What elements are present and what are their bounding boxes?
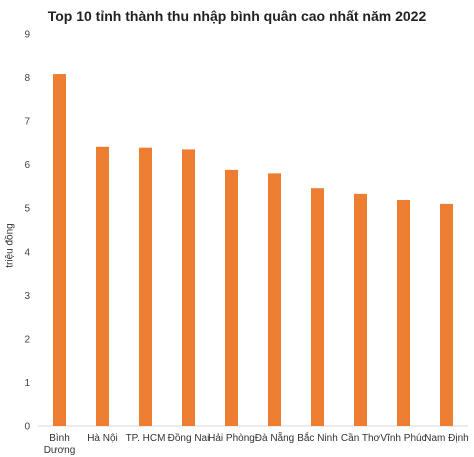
x-category-label: Hải Phòng	[208, 433, 255, 444]
x-category-label: Đà Nẵng	[255, 431, 294, 444]
bar	[268, 173, 281, 426]
bar	[53, 74, 66, 427]
chart-title: Top 10 tỉnh thành thu nhập bình quân cao…	[47, 8, 427, 24]
x-category-label: Bình	[49, 433, 70, 444]
x-category-label: Hà Nội	[87, 433, 118, 444]
bar	[225, 169, 238, 427]
bar	[182, 149, 195, 426]
bar	[397, 199, 410, 426]
x-category-label: Vĩnh Phúc	[380, 433, 426, 444]
y-tick-label: 6	[24, 160, 30, 171]
x-category-label: Đồng Nai	[168, 432, 210, 444]
bar	[311, 188, 324, 426]
bars	[53, 74, 453, 427]
y-tick-label: 0	[24, 422, 30, 433]
y-tick-label: 2	[24, 334, 30, 345]
x-category-label: Dương	[44, 445, 76, 456]
bar	[354, 193, 367, 426]
y-tick-label: 7	[24, 117, 30, 128]
y-tick-label: 9	[24, 30, 30, 41]
y-tick-label: 1	[24, 378, 30, 389]
y-tick-label: 3	[24, 291, 30, 302]
y-tick-label: 5	[24, 204, 30, 215]
bar	[96, 146, 109, 426]
y-axis-ticks: 0 1 2 3 4 5 6 7 8 9	[24, 30, 30, 433]
bar	[440, 203, 453, 426]
x-category-label: Bắc Ninh	[297, 431, 338, 444]
y-tick-label: 8	[24, 73, 30, 84]
bar	[139, 147, 152, 426]
x-category-label: Cần Thơ	[341, 432, 381, 444]
y-tick-label: 4	[24, 247, 30, 258]
x-category-label: TP. HCM	[126, 433, 166, 444]
x-category-label: Nam Định	[424, 433, 468, 444]
